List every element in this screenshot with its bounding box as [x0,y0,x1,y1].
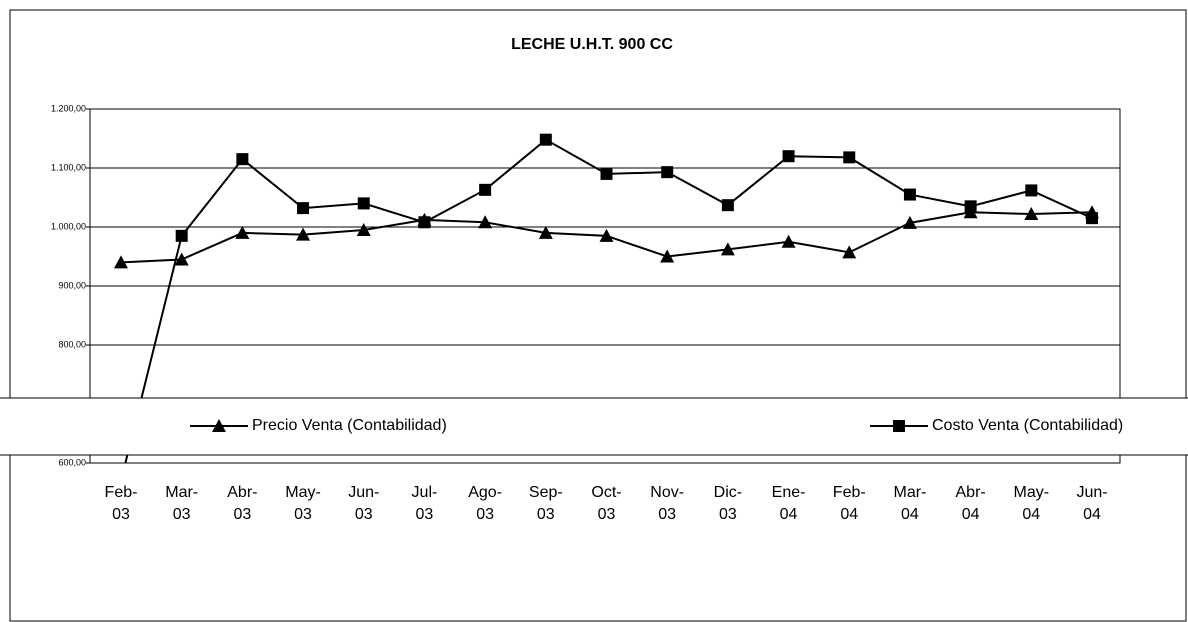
marker [357,197,370,210]
legend-label: Costo Venta (Contabilidad) [932,417,1123,434]
marker [721,199,734,212]
marker [296,227,311,241]
marker [599,228,614,242]
legend-marker [212,419,226,432]
marker [538,225,553,239]
marker [235,225,250,239]
legend-label: Precio Venta (Contabilidad) [252,417,447,434]
marker [539,133,552,146]
marker [418,216,431,229]
marker [1086,212,1098,225]
x-tick-label: Feb-03 [105,484,138,523]
marker [236,153,249,166]
y-tick-label: 900,00 [58,280,86,290]
x-tick-label: Oct-03 [591,484,621,523]
chart-border [9,9,1187,622]
marker [661,166,674,179]
marker [781,234,796,248]
marker [782,150,795,163]
marker [297,202,310,215]
chart-title: LECHE U.H.T. 900 CC [511,36,673,53]
marker [902,215,917,229]
x-tick-label: May-04 [1014,484,1050,523]
x-tick-label: Mar-03 [165,484,198,523]
x-tick-label: Abr-03 [227,484,257,523]
x-tick-label: Abr-04 [956,484,986,523]
x-tick-label: Jul-03 [412,484,438,523]
x-tick-label: Feb-04 [833,484,866,523]
marker [478,215,493,229]
x-tick-label: Sep-03 [529,484,563,523]
marker [600,167,613,180]
x-tick-label: Ago-03 [468,484,502,523]
y-tick-label: 1.100,00 [51,162,86,172]
x-tick-label: May-03 [285,484,321,523]
marker [114,255,128,269]
marker [903,188,916,201]
y-tick-label: 1.200,00 [51,103,86,113]
marker [1025,184,1038,197]
marker [843,151,856,164]
x-tick-label: Jun-03 [348,484,379,523]
legend-marker [893,420,905,432]
marker [660,249,675,263]
y-tick-label: 800,00 [58,339,86,349]
marker [842,245,857,259]
x-tick-label: Ene-04 [772,484,806,523]
x-tick-label: Mar-04 [893,484,926,523]
marker [356,222,371,236]
marker [174,252,189,266]
marker [1024,207,1039,221]
x-tick-label: Dic-03 [714,484,742,523]
marker [479,183,492,196]
marker [175,229,188,242]
marker [720,242,735,256]
x-tick-label: Nov-03 [650,484,684,523]
y-tick-label: 1.000,00 [51,221,86,231]
x-tick-label: Jun-04 [1076,484,1107,523]
y-tick-label: 600,00 [58,457,86,467]
marker [964,200,977,213]
